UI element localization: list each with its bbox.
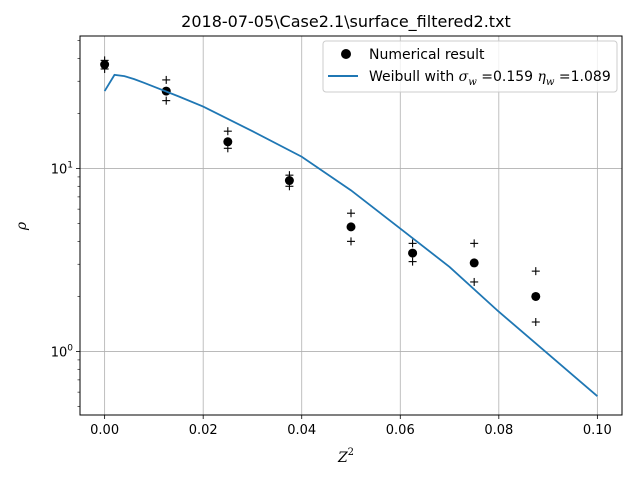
legend-eta-subscript: w xyxy=(546,77,555,88)
y-tick-label: 100 xyxy=(51,344,74,361)
legend-sigma-subscript: w xyxy=(468,77,477,88)
x-axis-label-sup: 2 xyxy=(348,447,354,458)
y-tick-label: 101 xyxy=(51,161,73,178)
numerical-result-point xyxy=(223,137,233,147)
numerical-result-point xyxy=(469,258,479,268)
error-bound-marker xyxy=(100,56,109,65)
error-bound-marker xyxy=(531,267,540,276)
error-bound-marker xyxy=(223,127,232,136)
plot-area xyxy=(100,56,598,397)
legend-label-points: Numerical result xyxy=(369,47,485,63)
weibull-fit-line xyxy=(103,73,598,397)
error-bound-marker xyxy=(347,237,355,246)
numerical-result-point xyxy=(284,176,294,186)
error-bound-marker xyxy=(100,64,109,73)
legend-marker-points xyxy=(341,49,351,59)
legend-label-line: Weibull with σw =0.159 ηw =1.089 xyxy=(369,69,611,88)
error-bound-marker xyxy=(408,257,417,266)
error-bound-marker xyxy=(285,171,294,180)
numerical-result-point xyxy=(531,291,541,301)
plot-frame xyxy=(79,35,623,416)
legend-eta-symbol: η xyxy=(538,69,547,85)
x-axis-label-base: Z xyxy=(337,450,348,466)
x-axis-label: Z2 xyxy=(337,447,354,466)
y-axis-label: ρ xyxy=(14,221,30,231)
gridlines xyxy=(80,36,622,415)
legend-box xyxy=(322,40,618,93)
legend-sigma-symbol: σ xyxy=(459,69,469,85)
x-tick-label: 0.10 xyxy=(583,423,612,438)
error-bound-marker xyxy=(223,144,232,153)
error-bound-marker xyxy=(285,182,294,191)
error-bound-marker xyxy=(531,318,540,327)
numerical-result-point xyxy=(346,222,356,232)
error-bound-marker xyxy=(408,239,417,248)
error-bound-marker xyxy=(347,209,355,218)
x-axis: 0.00 0.02 0.04 0.06 0.08 0.10 xyxy=(90,415,612,438)
legend-sigma-value: =0.159 xyxy=(477,69,538,85)
error-bound-marker xyxy=(162,75,171,84)
error-bound-marker xyxy=(470,277,479,286)
y-tick-label-base: 10 xyxy=(51,346,68,361)
legend: Numerical result Weibull with σw =0.159 … xyxy=(322,40,618,93)
chart-title: 2018-07-05\Case2.1\surface_filtered2.txt xyxy=(181,12,511,32)
legend-eta-value: =1.089 xyxy=(554,69,610,85)
x-tick-label: 0.06 xyxy=(386,423,415,438)
x-tick-label: 0.02 xyxy=(189,423,218,438)
y-tick-label-exp: 0 xyxy=(67,344,73,354)
x-tick-label: 0.00 xyxy=(90,423,119,438)
legend-line-prefix: Weibull with xyxy=(369,69,459,85)
y-tick-label-exp: 1 xyxy=(67,161,73,171)
numerical-result-point xyxy=(100,60,110,70)
numerical-result-point xyxy=(408,248,418,258)
x-tick-label: 0.04 xyxy=(287,423,316,438)
error-bound-marker xyxy=(470,239,479,248)
x-tick-label: 0.08 xyxy=(484,423,513,438)
error-bound-marker xyxy=(162,96,171,105)
y-tick-label-base: 10 xyxy=(51,163,68,178)
